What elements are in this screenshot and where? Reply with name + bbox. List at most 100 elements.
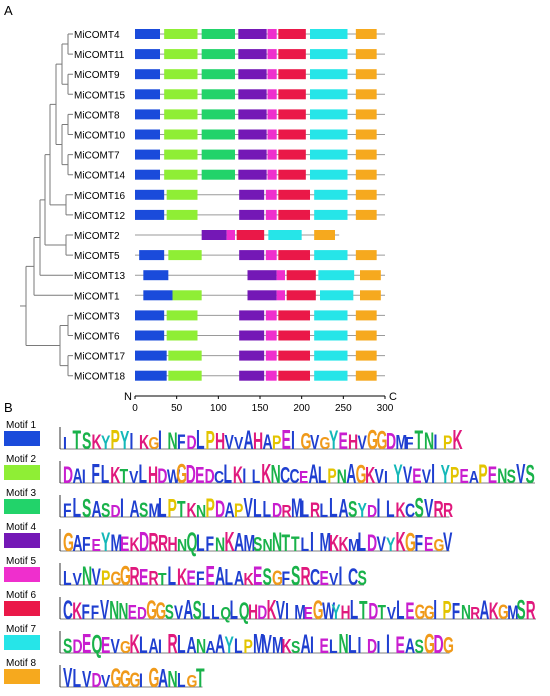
sequence-logo: F L S A S D I A S ML P T K N P D A P V L L D R ML R L L A S Y D I L K C S V R… (59, 492, 453, 524)
gene-row: MiCOMT2 (74, 230, 340, 242)
logo-letter: I (434, 429, 438, 454)
motif-label: Motif 3 (6, 488, 36, 499)
logo-letter: G (120, 666, 131, 693)
motif-5-block (267, 149, 277, 160)
motif-8-block (355, 149, 377, 160)
logo-letter: S (348, 498, 357, 523)
motif-5-block (265, 350, 277, 361)
motif-1-block (135, 169, 160, 180)
tree-branch (67, 154, 73, 176)
logo-letter: L (73, 665, 82, 693)
logo-letter: I (339, 561, 343, 591)
logo-letter: R (158, 532, 168, 557)
tree-branch (61, 123, 68, 166)
gene-label: MiCOMT15 (74, 90, 126, 101)
motif-1-block (135, 49, 160, 60)
motif-7-block (268, 230, 302, 240)
logo-letter: Y (225, 632, 234, 659)
logo-letter: G (443, 634, 454, 659)
motif-7-block (314, 250, 348, 261)
logo-letter: E (195, 464, 204, 489)
logo-letter: P (442, 598, 451, 625)
logo-letter: Y (101, 527, 110, 557)
logo-letter: K (329, 532, 339, 557)
motif-2-block (164, 149, 198, 160)
motif-3-block (201, 149, 235, 160)
logo-letter: S (291, 637, 301, 657)
logo-letter: N (109, 598, 119, 625)
logo-letter: E (304, 604, 313, 623)
logo-letter: L (101, 461, 110, 490)
axis-tick-label: 0 (132, 403, 138, 414)
motif-label: Motif 5 (6, 556, 36, 567)
logo-letter: D (139, 526, 149, 558)
motif-8-block (355, 29, 377, 39)
logo-letter: M (149, 500, 161, 522)
motif-6-block (278, 49, 306, 60)
motif-legend-entry: Motif 2D A I F L K T V L H D WGD E D C L K I L K N C C E A L P N A GK… (4, 454, 535, 489)
motif-4-block (238, 89, 267, 100)
motif-2-block (164, 49, 198, 60)
logo-letter: F (452, 598, 460, 623)
logo-letter: P (244, 636, 253, 658)
logo-letter: W (322, 598, 335, 625)
logo-letter: I (139, 670, 143, 692)
motif-8-block (355, 109, 377, 120)
logo-letter: T (196, 663, 205, 693)
motif-2-block (164, 89, 198, 100)
logo-letter: A (187, 634, 197, 659)
c-terminus-label: C (389, 391, 397, 403)
logo-letter: P (111, 424, 120, 456)
n-terminus-label: N (124, 391, 132, 403)
logo-letter: M (348, 535, 360, 555)
logo-letter: D (367, 530, 377, 557)
logo-letter: K (130, 629, 141, 659)
logo-letter: I (310, 526, 314, 558)
motif-8-block (355, 49, 377, 60)
logo-letter: K (130, 534, 140, 556)
motif-6-block (278, 310, 310, 321)
motif-4-block (239, 370, 265, 381)
logo-letter: N (424, 428, 434, 455)
logo-letter: K (489, 598, 499, 625)
motif-5-block (267, 69, 277, 80)
motif-2-block (164, 109, 198, 120)
logo-letter: V (101, 671, 111, 691)
motif-8-block (355, 169, 377, 180)
logo-letter: F (206, 531, 215, 556)
motif-4-block (238, 169, 267, 180)
gene-label: MiCOMT10 (74, 131, 126, 142)
motif-3-block (201, 49, 235, 60)
motif-6-block (278, 350, 310, 361)
logo-letter: G (498, 600, 509, 624)
motif-4-block (247, 290, 277, 301)
logo-letter: P (327, 464, 336, 488)
logo-letter: K (261, 458, 271, 490)
logo-letter: V (73, 569, 83, 589)
logo-letter: P (272, 432, 281, 454)
logo-letter: Y (329, 425, 338, 455)
logo-letter: L (177, 631, 186, 659)
logo-letter: G (272, 565, 283, 590)
logo-letter: C (348, 564, 358, 591)
logo-letter: N (168, 428, 178, 455)
gene-row: MiCOMT3 (74, 310, 385, 322)
logo-letter: G (120, 560, 131, 592)
motif-6-block (278, 69, 306, 80)
logo-letter: E (139, 566, 148, 591)
logo-letter: L (139, 632, 148, 659)
logo-letter: N (177, 535, 187, 555)
logo-letter: L (158, 492, 167, 524)
logo-letter: L (263, 498, 272, 523)
motif-1-block (135, 149, 160, 160)
logo-letter: G (146, 596, 157, 625)
motif-8-block (314, 230, 335, 240)
logo-letter: T (73, 425, 82, 455)
motif-3-block (201, 89, 235, 100)
logo-letter: A (149, 633, 159, 658)
logo-letter: N (82, 561, 92, 591)
logo-letter: I (386, 629, 390, 659)
logo-letter: V (424, 495, 434, 523)
logo-letter: Y (441, 461, 451, 490)
logo-letter: A (234, 529, 244, 557)
